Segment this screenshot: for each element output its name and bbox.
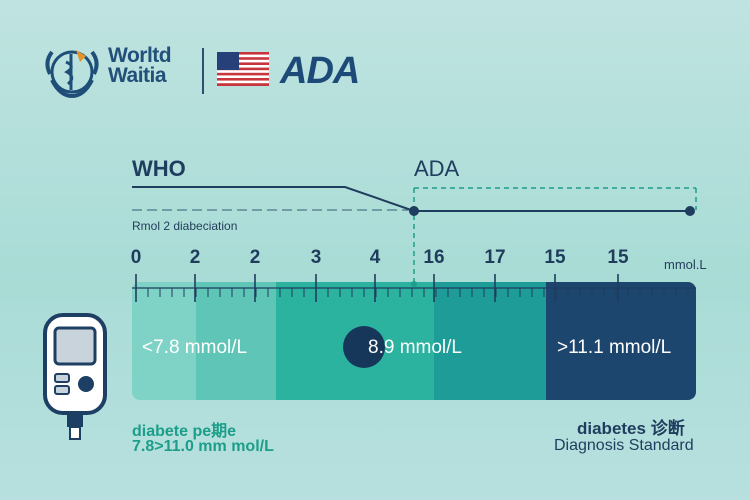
- ada-point-left: [409, 206, 419, 216]
- ada-logo: ADA: [280, 50, 360, 92]
- unit-label: mmol.L: [664, 257, 707, 272]
- band-low-value: <7.8 mmol/L: [142, 337, 248, 358]
- who-logo-text: Worltd Waitia: [108, 44, 172, 87]
- tick-label: 0: [130, 247, 142, 268]
- prediabetes-range: 7.8>11.0 mm mol/L: [132, 438, 274, 455]
- who-line: [132, 186, 690, 212]
- marker-dot: [343, 326, 385, 368]
- tick-label: 15: [607, 247, 629, 268]
- ruler-ticks: [132, 274, 696, 302]
- us-flag-icon: [217, 52, 269, 86]
- scale-note: Rmol 2 diabeciation: [132, 219, 238, 233]
- band-high: [546, 282, 696, 400]
- prediabetes-label: diabete pe期e: [132, 423, 237, 440]
- band-middle-value: 8.9 mmol/L: [368, 337, 462, 358]
- tick-label: 16: [423, 247, 445, 268]
- band-low-1: [132, 282, 196, 400]
- logo-divider: [202, 48, 204, 94]
- tick-label: 17: [484, 247, 506, 268]
- diabetes-diagnosis-label: diabetes 诊断: [577, 419, 685, 438]
- tick-label: 4: [369, 247, 381, 268]
- tick-label: 2: [249, 247, 261, 268]
- band-high-value: >11.1 mmol/L: [557, 337, 672, 358]
- who-logo-line1: Worltd: [108, 44, 172, 67]
- glucose-meter-icon: [43, 313, 107, 440]
- band-low-2: [196, 282, 276, 400]
- ada-point-right: [685, 206, 695, 216]
- tick-label: 3: [310, 247, 322, 268]
- who-label: WHO: [132, 156, 186, 181]
- who-emblem-icon: [45, 50, 99, 99]
- diagnosis-standard-label: Diagnosis Standard: [554, 437, 694, 454]
- band-mid: [434, 282, 546, 400]
- tick-label: 15: [544, 247, 566, 268]
- ada-label: ADA: [414, 156, 460, 181]
- tick-label: 2: [189, 247, 201, 268]
- who-logo-line2: Waitia: [108, 64, 167, 87]
